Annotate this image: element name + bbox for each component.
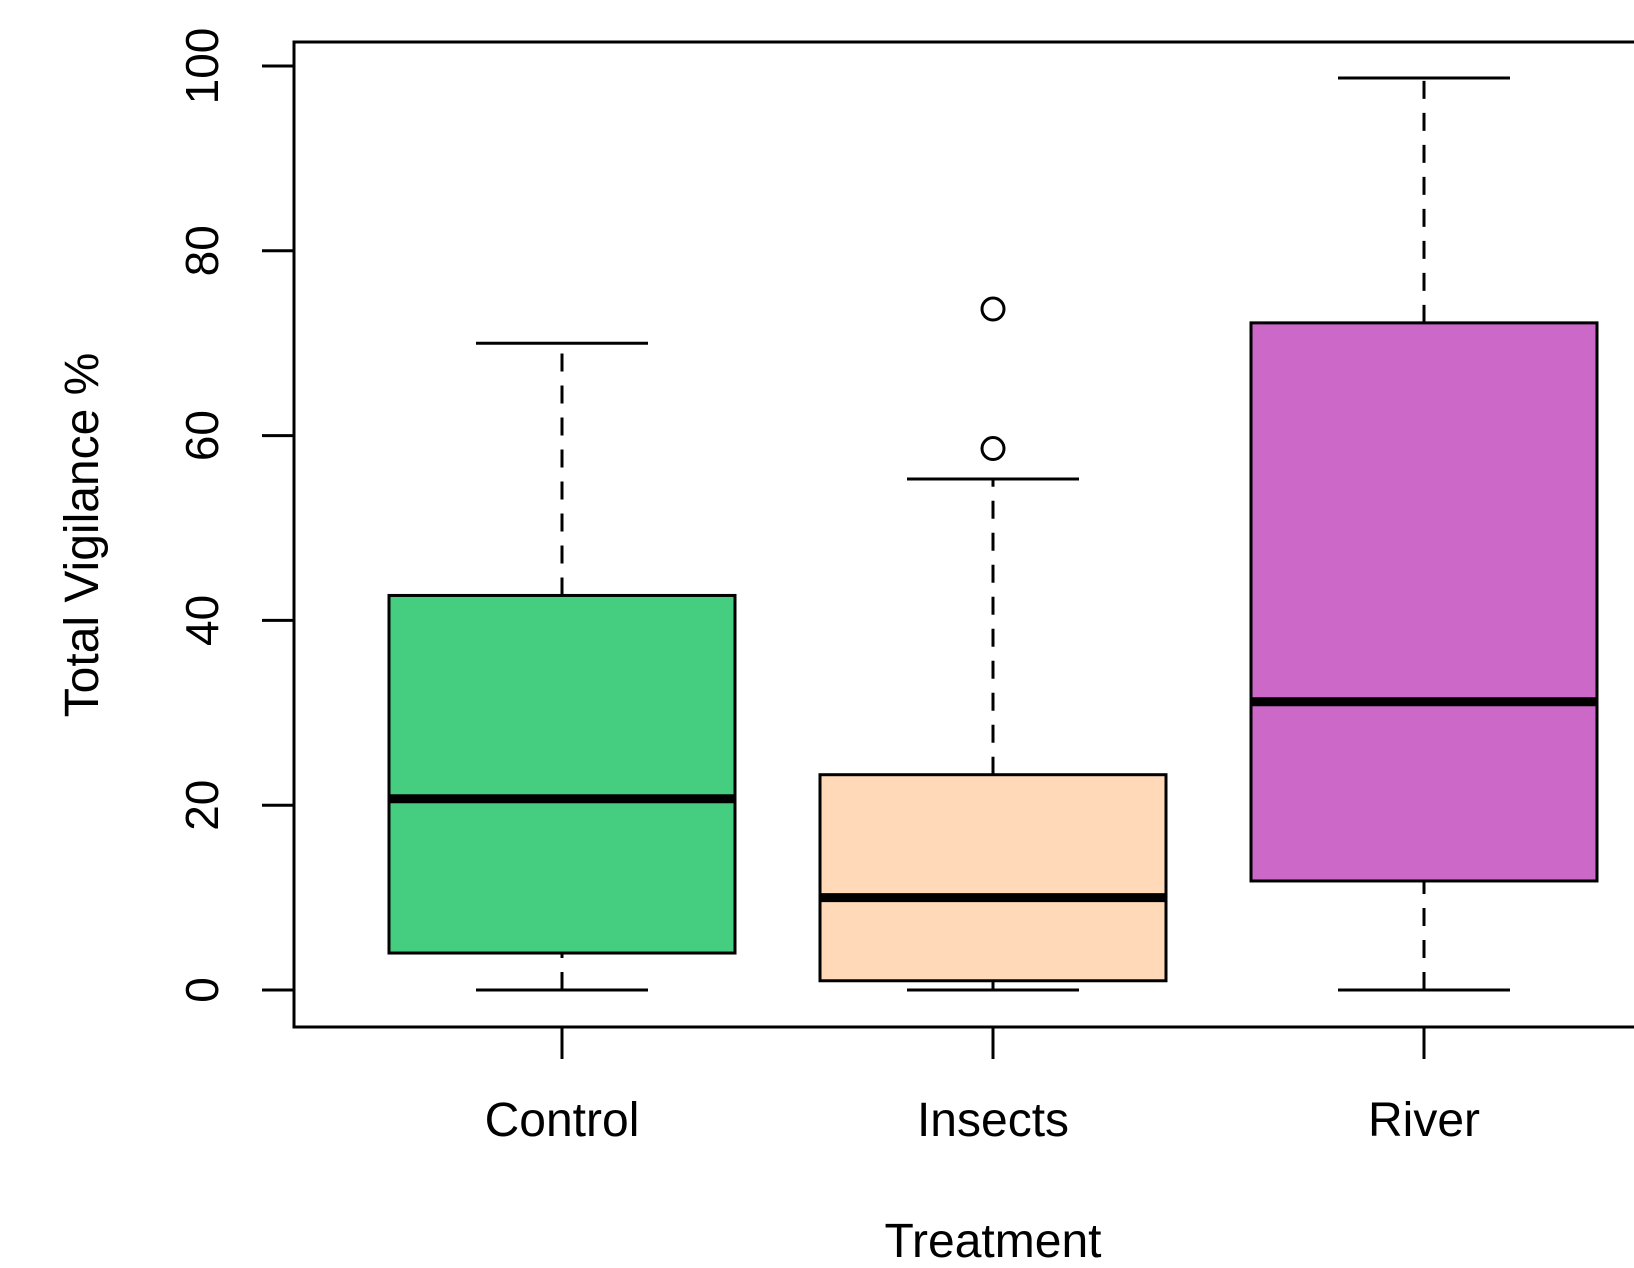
x-tick-label-control: Control [485,1094,640,1147]
y-tick-label-20: 20 [176,780,228,831]
y-axis: 0 20 40 60 80 100 [176,28,296,1003]
x-tick-label-insects: Insects [917,1094,1069,1147]
y-tick-label-80: 80 [176,225,228,276]
y-ticks: 0 20 40 60 80 100 [176,28,294,1003]
box-insects [818,296,1168,992]
x-tick-label-river: River [1368,1094,1480,1147]
y-tick-label-60: 60 [176,410,228,461]
box-body-river [1249,321,1599,883]
outlier-insects-0 [980,436,1006,462]
y-tick-label-0: 0 [176,977,228,1003]
box-body-insects [818,773,1168,983]
y-tick-label-40: 40 [176,595,228,646]
x-axis-title: Treatment [885,1215,1102,1268]
x-axis: Control Insects River [485,1027,1480,1147]
box-river [1249,76,1599,992]
y-tick-label-100: 100 [176,28,228,105]
box-control [387,341,737,992]
boxes [387,76,1599,992]
box-body-control [387,593,737,955]
outlier-insects-1 [980,296,1006,322]
y-axis-title: Total Vigilance % [56,353,109,718]
